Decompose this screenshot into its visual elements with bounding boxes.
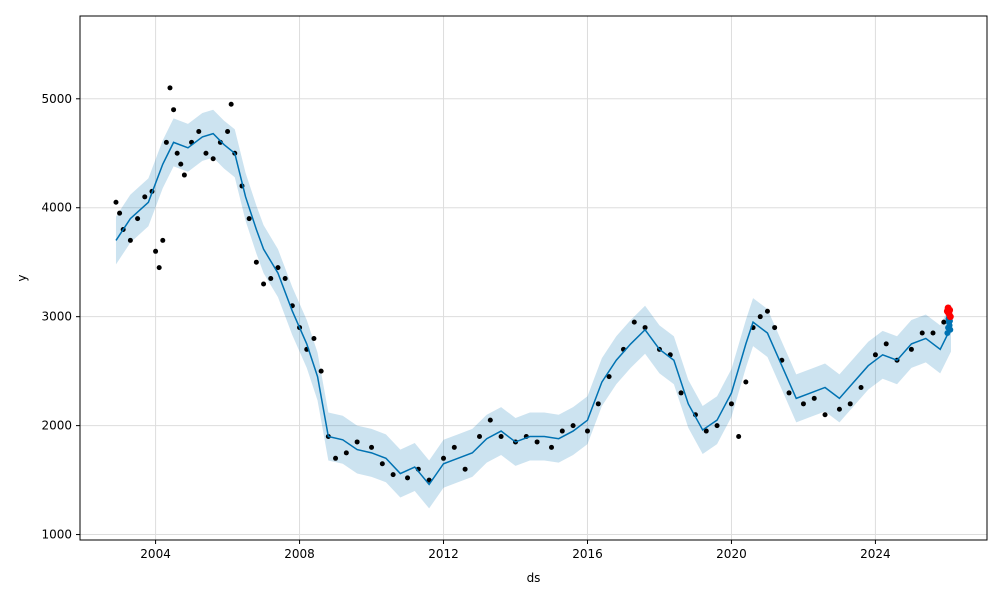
observed-point xyxy=(477,434,483,440)
recent-point xyxy=(946,306,954,314)
observed-point xyxy=(642,325,648,331)
grid xyxy=(80,16,987,540)
observed-point xyxy=(210,156,216,162)
observed-point xyxy=(883,341,889,347)
y-tick-label: 1000 xyxy=(41,528,72,542)
observed-point xyxy=(405,475,411,481)
observed-point xyxy=(908,346,914,352)
future-point xyxy=(947,326,954,333)
observed-point xyxy=(354,439,360,445)
observed-point xyxy=(462,466,468,472)
observed-point xyxy=(800,401,806,407)
x-axis: 2004 2008 2012 2016 2020 2024 xyxy=(140,540,891,561)
x-tick-label: 2012 xyxy=(428,547,459,561)
observed-point xyxy=(941,319,947,325)
observed-point xyxy=(498,434,504,440)
x-tick-label: 2016 xyxy=(572,547,603,561)
observed-point xyxy=(153,248,159,254)
observed-point xyxy=(390,472,396,478)
uncertainty-band-area xyxy=(115,109,952,509)
observed-point xyxy=(606,374,612,380)
observed-point xyxy=(135,216,141,222)
observed-point xyxy=(847,401,853,407)
observed-point xyxy=(930,330,936,336)
observed-point xyxy=(160,237,166,243)
observed-point xyxy=(836,406,842,412)
observed-point xyxy=(919,330,925,336)
observed-point xyxy=(743,379,749,385)
observed-point xyxy=(584,428,590,434)
observed-point xyxy=(757,314,763,320)
forecast-line-path xyxy=(115,132,952,486)
y-tick-label: 5000 xyxy=(41,92,72,106)
observed-point xyxy=(343,450,349,456)
y-tick-label: 3000 xyxy=(41,310,72,324)
observed-point xyxy=(441,455,447,461)
observed-point xyxy=(178,161,184,167)
observed-point xyxy=(714,423,720,429)
observed-point xyxy=(487,417,493,423)
uncertainty-band xyxy=(115,109,952,509)
observed-point xyxy=(268,276,274,282)
y-tick-label: 2000 xyxy=(41,419,72,433)
observed-point xyxy=(772,325,778,331)
observed-point xyxy=(570,423,576,429)
observed-point xyxy=(559,428,565,434)
observed-point xyxy=(127,237,133,243)
observed-point xyxy=(203,150,209,156)
recent-points xyxy=(943,304,954,321)
observed-point xyxy=(261,281,267,287)
y-axis-label: y xyxy=(15,274,29,281)
observed-point xyxy=(113,199,119,205)
observed-point xyxy=(174,150,180,156)
x-tick-label: 2020 xyxy=(716,547,747,561)
forecast-line xyxy=(115,132,952,486)
observed-point xyxy=(858,384,864,390)
observed-point xyxy=(703,428,709,434)
observed-point xyxy=(595,401,601,407)
observed-point xyxy=(318,368,324,374)
observed-point xyxy=(156,265,162,271)
observed-point xyxy=(171,107,177,113)
observed-point xyxy=(534,439,540,445)
observed-point xyxy=(822,412,828,418)
observed-point xyxy=(631,319,637,325)
observed-point xyxy=(117,210,123,216)
observed-point xyxy=(736,434,742,440)
observed-point xyxy=(225,128,231,134)
observed-point xyxy=(369,444,375,450)
observed-point xyxy=(253,259,259,265)
observed-point xyxy=(167,85,173,91)
observed-point xyxy=(181,172,187,178)
observed-point xyxy=(786,390,792,396)
observed-point xyxy=(811,395,817,401)
observed-point xyxy=(311,335,317,341)
x-tick-label: 2004 xyxy=(140,547,171,561)
x-tick-label: 2008 xyxy=(284,547,315,561)
observed-point xyxy=(142,194,148,200)
observed-point xyxy=(678,390,684,396)
y-axis: 1000 2000 3000 4000 5000 xyxy=(41,92,80,542)
observed-point xyxy=(872,352,878,358)
observed-point xyxy=(246,216,252,222)
observed-point xyxy=(196,128,202,134)
x-tick-label: 2024 xyxy=(860,547,891,561)
observed-point xyxy=(548,444,554,450)
observed-point xyxy=(282,276,288,282)
x-axis-label: ds xyxy=(527,571,541,585)
observed-point xyxy=(379,461,385,467)
plot-frame xyxy=(79,15,988,541)
observed-point xyxy=(451,444,457,450)
y-tick-label: 4000 xyxy=(41,201,72,215)
observed-point xyxy=(333,455,339,461)
observed-point xyxy=(764,308,770,314)
observed-point xyxy=(728,401,734,407)
recent-point xyxy=(946,313,954,321)
observed-point xyxy=(163,139,169,145)
observed-point xyxy=(275,265,281,271)
observed-point xyxy=(228,101,234,107)
